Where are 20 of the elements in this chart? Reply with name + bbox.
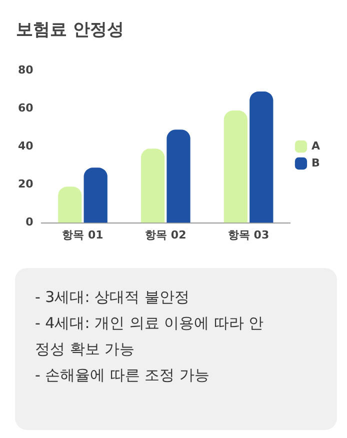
bar (166, 130, 190, 223)
bar (140, 148, 165, 223)
bar (250, 92, 274, 223)
x-tick-label: 항목 02 (145, 228, 186, 242)
legend-label: B (311, 156, 320, 170)
text: - 3세대: 상대적 불안정 (35, 287, 190, 308)
chart-title: 보험료 안정성 (16, 19, 124, 41)
text: - 4세대: 개인 의료 이용에 따라 안정성 확보 가능 (35, 313, 265, 360)
bar (84, 168, 108, 223)
y-tick-label: 0 (26, 216, 34, 229)
x-tick-label: 항목 01 (62, 228, 104, 242)
legend-label: A (311, 139, 320, 152)
x-tick-label: 항목 03 (228, 228, 270, 242)
text: - 손해율에 따른 조정 가능 (35, 365, 210, 386)
y-tick-label: 60 (18, 102, 34, 115)
y-tick-label: 80 (18, 63, 34, 76)
bar (224, 110, 248, 223)
y-tick-label: 20 (18, 178, 34, 191)
bar (58, 186, 82, 223)
y-tick-label: 40 (18, 140, 34, 153)
